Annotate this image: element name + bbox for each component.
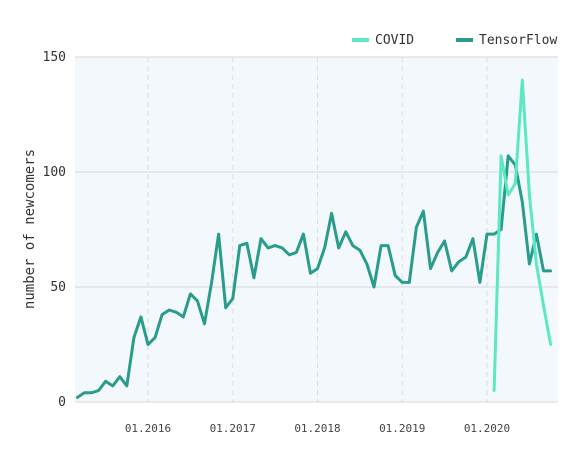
x-tick-label: 01.2019 bbox=[379, 422, 425, 435]
series-line-tensorflow bbox=[75, 154, 553, 399]
x-tick-label: 01.2018 bbox=[294, 422, 340, 435]
y-tick-labels: 0 50 100 150 bbox=[43, 50, 66, 410]
series-line-covid bbox=[492, 78, 553, 392]
series-lines bbox=[75, 78, 553, 399]
x-tick-label: 01.2020 bbox=[464, 422, 510, 435]
x-tick-labels: 01.2016 01.2017 01.2018 01.2019 01.2020 bbox=[125, 422, 510, 435]
legend-label-tensorflow: TensorFlow bbox=[479, 33, 557, 48]
y-tick-label: 150 bbox=[43, 50, 66, 65]
plot-area bbox=[75, 57, 558, 402]
y-tick-label: 50 bbox=[50, 280, 66, 295]
y-tick-label: 0 bbox=[58, 395, 66, 410]
y-tick-label: 100 bbox=[43, 165, 66, 180]
y-axis-title: number of newcomers bbox=[22, 149, 38, 309]
legend: COVID TensorFlow bbox=[352, 33, 557, 48]
vertical-gridlines bbox=[147, 57, 488, 402]
x-tick-label: 01.2016 bbox=[125, 422, 171, 435]
legend-label-covid: COVID bbox=[375, 33, 414, 48]
horizontal-gridlines bbox=[75, 56, 558, 403]
x-tick-label: 01.2017 bbox=[210, 422, 256, 435]
